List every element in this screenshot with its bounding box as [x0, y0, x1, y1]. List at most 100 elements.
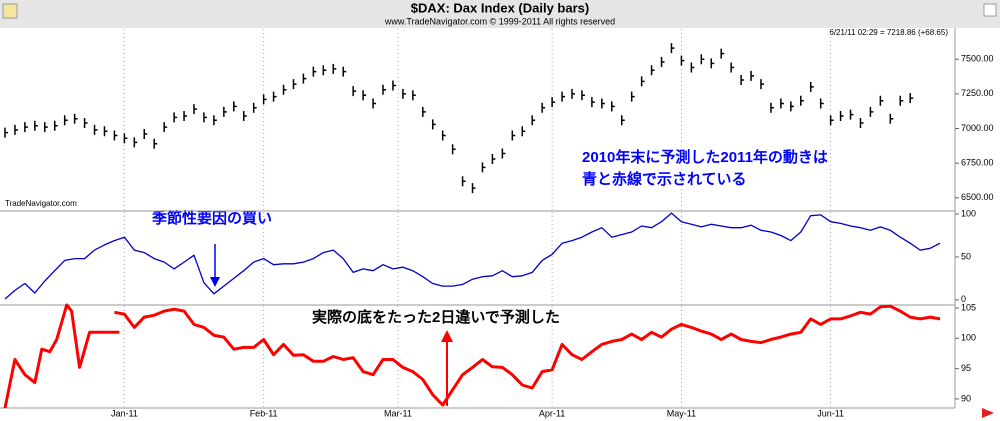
price-bar — [680, 55, 685, 66]
price-bar — [24, 122, 28, 133]
price-bar — [382, 84, 386, 95]
price-bar — [581, 90, 585, 101]
price-bar — [203, 112, 207, 123]
price-bar — [332, 63, 337, 74]
scroll-arrow[interactable] — [982, 408, 994, 418]
price-bar — [282, 84, 287, 95]
price-bar — [531, 115, 536, 126]
price-bar — [611, 101, 615, 112]
price-bar — [790, 101, 794, 112]
price-bar — [780, 98, 784, 109]
price-bar — [14, 124, 18, 135]
price-bar — [690, 62, 695, 73]
line — [3, 303, 120, 409]
price-bar — [700, 54, 705, 65]
price-bar — [44, 122, 48, 133]
price-bar — [123, 133, 128, 144]
price-bar — [889, 113, 894, 124]
price-bar — [451, 144, 456, 155]
close-icon[interactable] — [983, 3, 997, 17]
price-bar — [819, 98, 824, 109]
price-bar — [829, 115, 834, 126]
price-bar — [422, 106, 426, 117]
y-tick-label: 0 — [961, 294, 966, 304]
price-bar — [242, 111, 247, 122]
price-bar — [252, 102, 257, 113]
price-bar — [93, 124, 98, 135]
price-bar — [591, 97, 595, 108]
annotation: 実際の底をたった2日違いで予測した — [312, 308, 560, 326]
line — [114, 304, 941, 407]
price-bar — [53, 120, 58, 131]
price-bar — [262, 94, 267, 105]
y-tick-label: 6500.00 — [961, 192, 994, 202]
price-bar — [183, 111, 188, 122]
price-bar — [521, 126, 526, 137]
annotation: 青と赤線で示されている — [582, 170, 747, 188]
x-tick-label: Apr-11 — [539, 408, 565, 418]
price-bar — [272, 91, 277, 102]
price-bar — [730, 62, 735, 73]
price-bar — [571, 88, 575, 99]
price-bar — [461, 176, 466, 187]
price-bar — [342, 66, 347, 77]
annotation-arrowhead — [210, 277, 220, 287]
price-bar — [710, 58, 715, 69]
price-bar — [73, 113, 78, 124]
price-bar — [233, 101, 237, 112]
y-tick-label: 100 — [961, 333, 976, 343]
price-bar — [551, 97, 556, 108]
price-bar — [481, 162, 486, 173]
app-icon[interactable] — [2, 3, 18, 19]
y-tick-label: 105 — [961, 302, 976, 312]
watermark: TradeNavigator.com — [5, 199, 77, 208]
price-bar — [63, 115, 68, 126]
annotation: 2010年末に予測した2011年の動きは — [582, 148, 828, 166]
y-tick-label: 6750.00 — [961, 158, 994, 168]
price-bar — [660, 56, 665, 67]
price-bar — [153, 138, 158, 149]
price-bar — [491, 154, 496, 165]
price-bar — [809, 81, 814, 92]
price-bar — [372, 98, 377, 109]
price-bar — [322, 65, 327, 76]
chart-title: $DAX: Dax Index (Daily bars) — [411, 0, 589, 15]
price-bar — [83, 117, 88, 128]
price-bar — [501, 148, 506, 159]
price-bar — [103, 126, 108, 137]
price-bar — [750, 70, 755, 81]
price-bar — [620, 115, 625, 126]
price-bar — [849, 109, 854, 120]
price-stamp: 6/21/11 02:29 = 7218.86 (+68.65) — [829, 28, 948, 37]
y-tick-label: 100 — [961, 208, 976, 218]
price-bar — [630, 91, 635, 102]
price-bar — [511, 130, 516, 141]
price-bar — [441, 130, 446, 141]
price-bar — [740, 74, 745, 85]
y-tick-label: 7250.00 — [961, 88, 994, 98]
x-tick-label: Jan-11 — [111, 408, 138, 418]
header-bar — [0, 0, 1000, 28]
price-bar — [601, 98, 605, 109]
chart-subtitle: www.TradeNavigator.com © 1999-2011 All r… — [384, 16, 615, 26]
price-bar — [650, 65, 655, 76]
price-bar — [292, 79, 297, 90]
price-bar — [909, 93, 914, 104]
y-tick-label: 90 — [961, 393, 971, 403]
price-bar — [431, 119, 436, 130]
y-tick-label: 95 — [961, 363, 971, 373]
price-bar — [312, 66, 317, 77]
price-bar — [859, 117, 864, 128]
x-tick-label: Mar-11 — [384, 408, 412, 418]
y-tick-label: 7000.00 — [961, 123, 994, 133]
price-bar — [640, 76, 645, 87]
price-bar — [869, 106, 874, 117]
price-bar — [670, 43, 675, 54]
price-bar — [113, 130, 118, 141]
line — [4, 212, 941, 300]
price-bar — [402, 88, 406, 99]
x-tick-label: Feb-11 — [250, 408, 278, 418]
price-bar — [223, 106, 227, 117]
